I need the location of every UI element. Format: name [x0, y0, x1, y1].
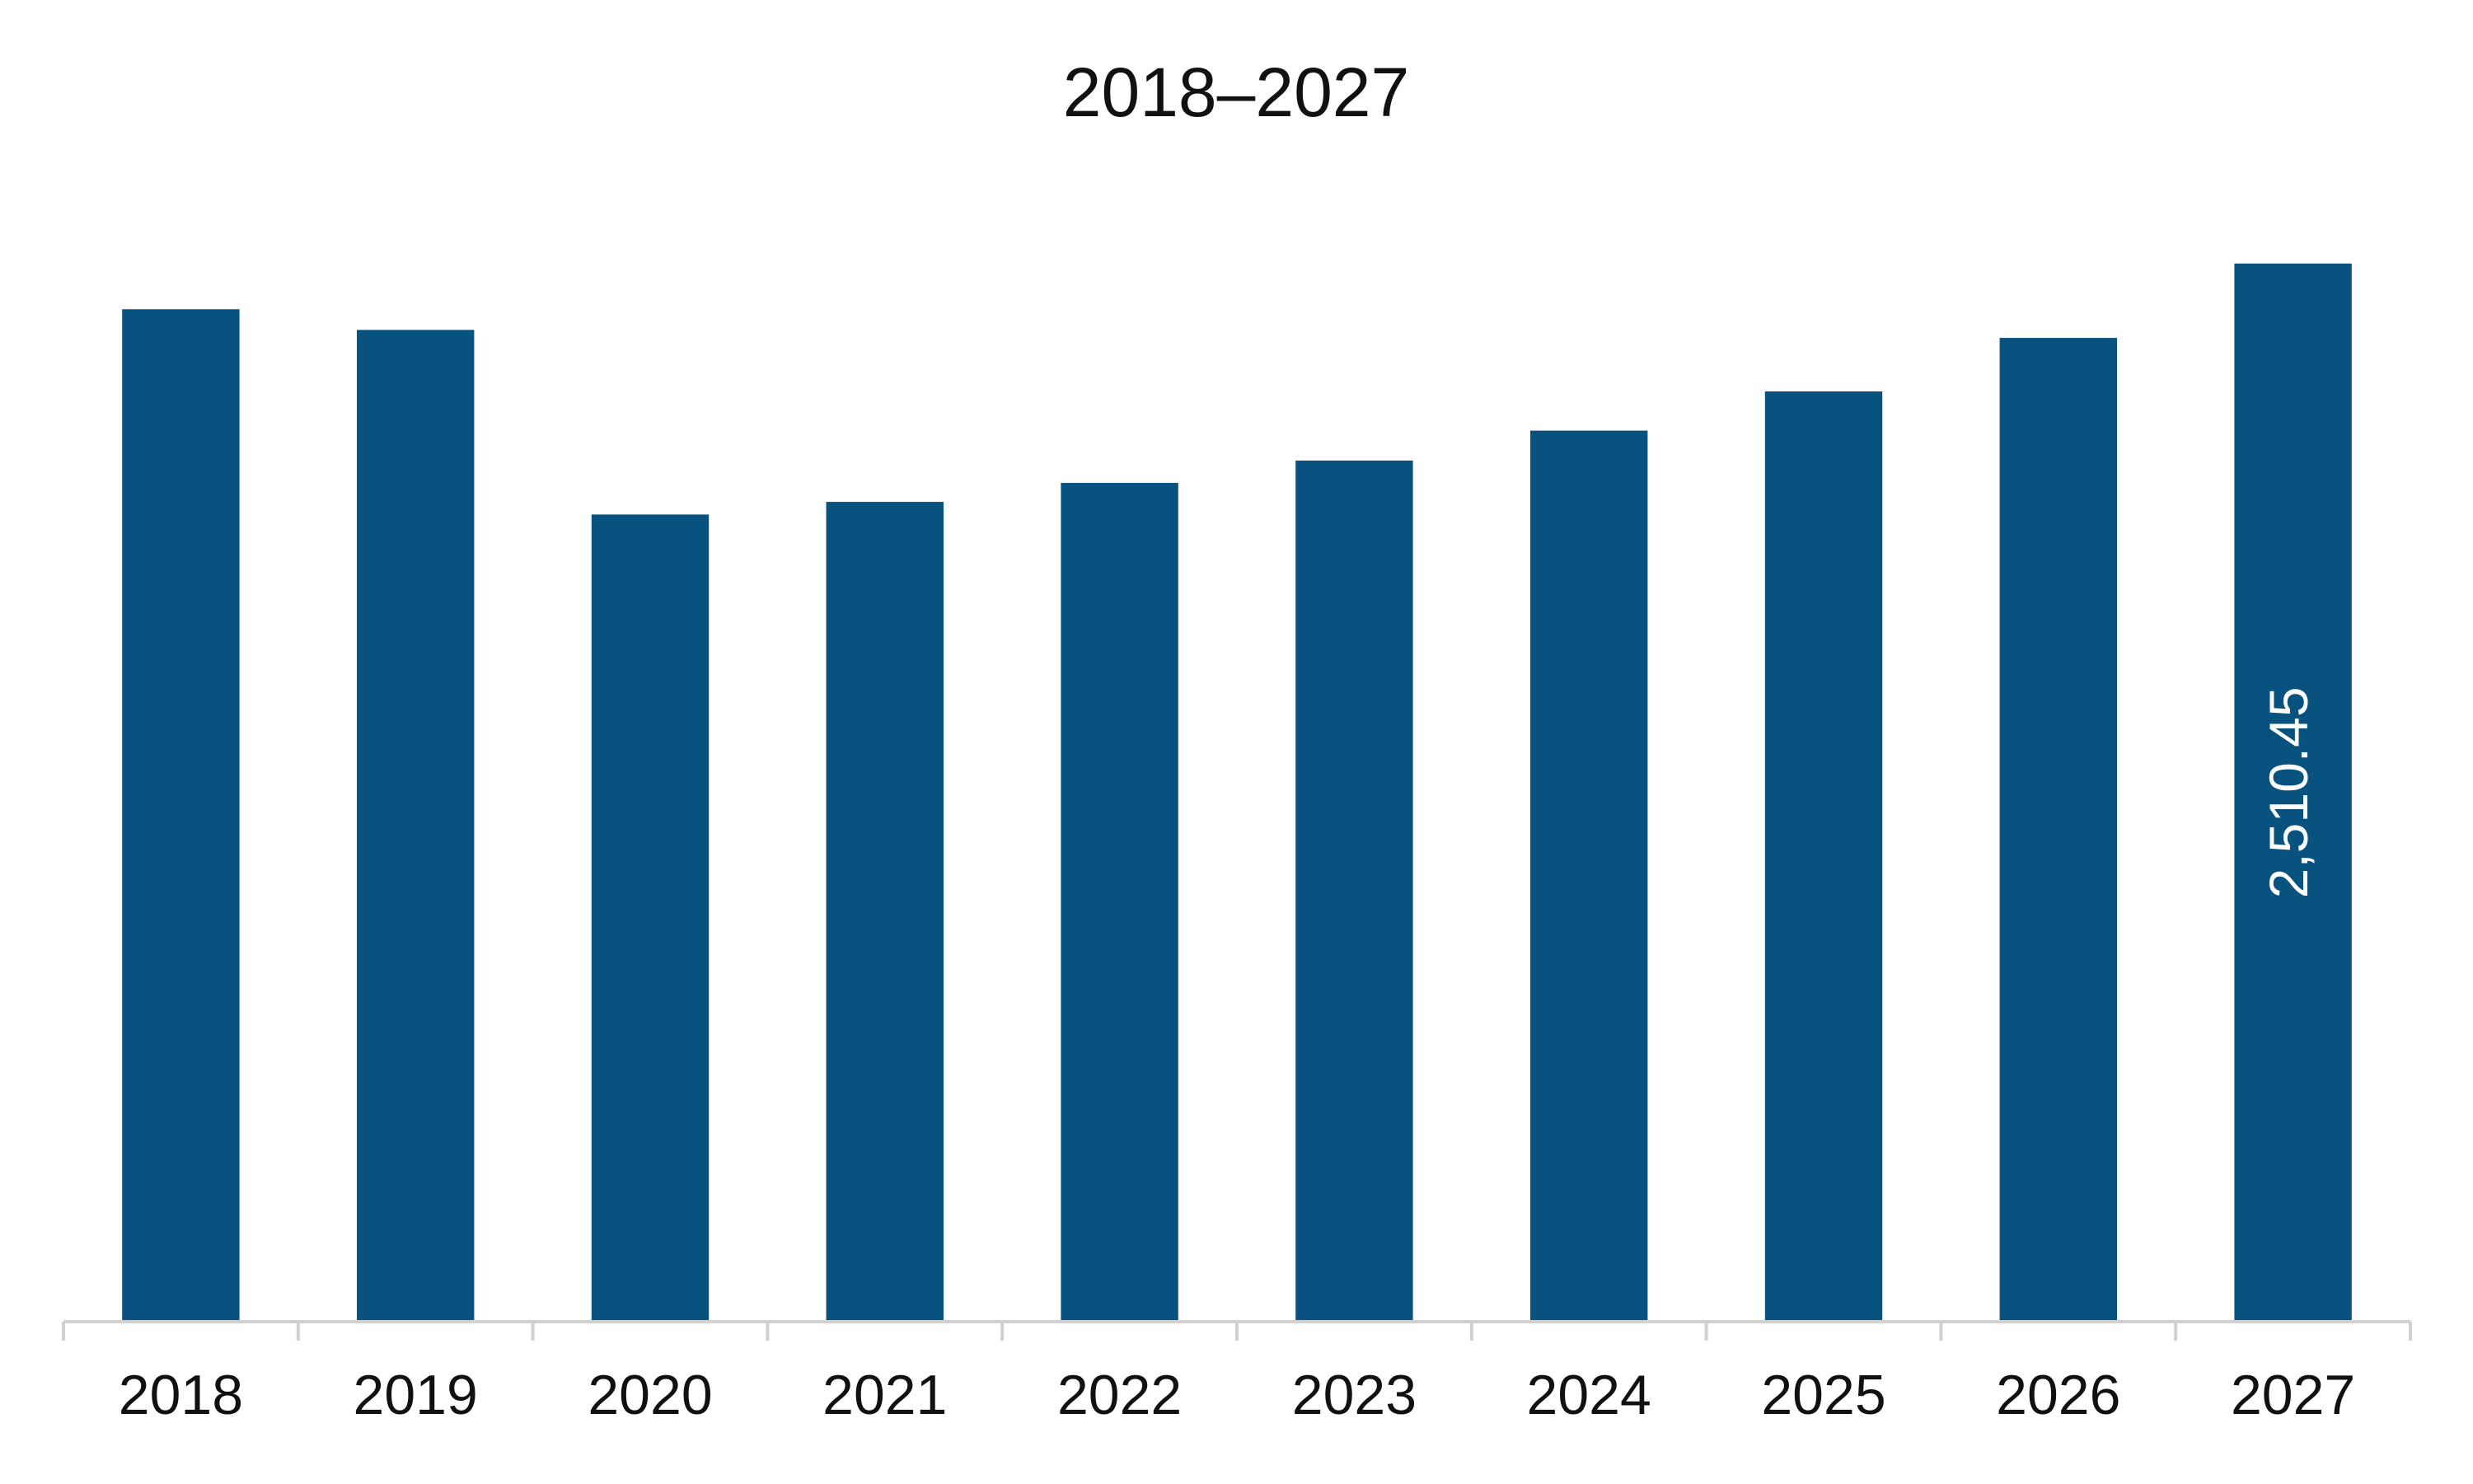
x-tick-label: 2025 — [1761, 1364, 1885, 1426]
x-tick-label: 2026 — [1996, 1364, 2120, 1426]
bar — [1295, 460, 1413, 1322]
value-label: 2,510.45 — [2258, 686, 2319, 898]
bar — [826, 502, 944, 1322]
x-tick-label: 2020 — [588, 1364, 712, 1426]
x-tick-label: 2027 — [2231, 1364, 2355, 1426]
x-tick-label: 2023 — [1292, 1364, 1417, 1426]
x-tick-label: 2024 — [1527, 1364, 1651, 1426]
x-tick-label: 2018 — [119, 1364, 243, 1426]
bar — [591, 514, 710, 1322]
bar — [1764, 391, 1883, 1322]
x-tick-label: 2021 — [822, 1364, 947, 1426]
bar — [1530, 430, 1648, 1322]
x-tick-label: 2022 — [1057, 1364, 1182, 1426]
bar — [1061, 483, 1178, 1322]
bar — [1999, 338, 2117, 1322]
x-tick-label: 2019 — [354, 1364, 478, 1426]
chart-title: 2018–2027 — [1063, 54, 1409, 131]
bar — [122, 309, 240, 1322]
bar — [2234, 263, 2352, 1322]
bar — [357, 330, 475, 1322]
